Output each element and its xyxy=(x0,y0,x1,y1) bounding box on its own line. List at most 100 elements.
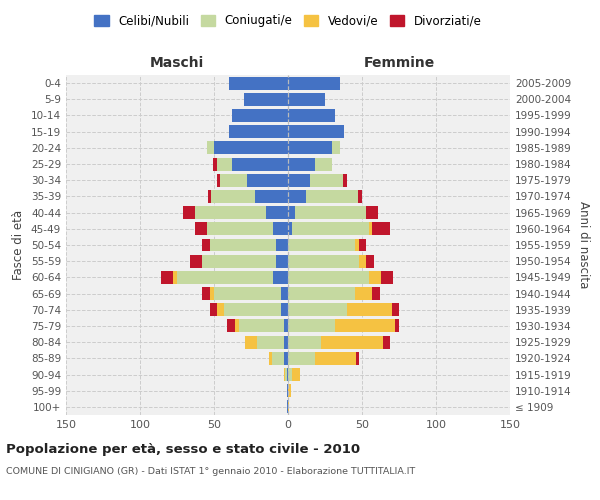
Bar xyxy=(209,304,217,316)
Bar xyxy=(209,287,214,300)
Bar xyxy=(288,125,344,138)
Bar xyxy=(235,320,239,332)
Bar xyxy=(288,206,295,219)
Bar xyxy=(247,174,288,186)
Bar xyxy=(310,174,343,186)
Bar xyxy=(288,222,292,235)
Bar xyxy=(288,109,335,122)
Bar xyxy=(195,222,206,235)
Bar xyxy=(314,352,356,365)
Bar xyxy=(206,222,273,235)
Bar xyxy=(288,336,320,348)
Bar xyxy=(288,238,355,252)
Bar xyxy=(359,254,367,268)
Bar xyxy=(314,158,332,170)
Bar xyxy=(281,287,288,300)
Bar xyxy=(288,174,310,186)
Bar xyxy=(284,352,288,365)
Bar xyxy=(373,222,390,235)
Bar xyxy=(220,174,247,186)
Legend: Celibi/Nubili, Coniugati/e, Vedovi/e, Divorziati/e: Celibi/Nubili, Coniugati/e, Vedovi/e, Di… xyxy=(91,11,485,31)
Bar xyxy=(276,254,288,268)
Bar xyxy=(284,320,288,332)
Bar xyxy=(239,320,284,332)
Bar xyxy=(343,174,347,186)
Bar xyxy=(367,206,378,219)
Bar xyxy=(355,238,359,252)
Bar xyxy=(177,271,273,284)
Text: Femmine: Femmine xyxy=(364,56,434,70)
Bar xyxy=(211,190,256,203)
Bar xyxy=(287,368,288,381)
Bar xyxy=(288,254,359,268)
Bar xyxy=(288,368,292,381)
Bar xyxy=(358,190,362,203)
Bar xyxy=(295,206,367,219)
Bar xyxy=(217,158,232,170)
Bar xyxy=(284,336,288,348)
Bar xyxy=(217,304,224,316)
Bar xyxy=(195,206,266,219)
Bar xyxy=(202,238,209,252)
Bar xyxy=(359,238,367,252)
Bar xyxy=(381,271,393,284)
Bar xyxy=(292,368,300,381)
Text: Popolazione per età, sesso e stato civile - 2010: Popolazione per età, sesso e stato civil… xyxy=(6,442,360,456)
Bar xyxy=(232,158,288,170)
Bar xyxy=(367,254,374,268)
Y-axis label: Anni di nascita: Anni di nascita xyxy=(577,202,590,288)
Bar xyxy=(202,254,276,268)
Bar xyxy=(383,336,390,348)
Bar xyxy=(266,206,288,219)
Bar xyxy=(244,93,288,106)
Bar xyxy=(356,352,359,365)
Bar xyxy=(214,287,281,300)
Bar xyxy=(306,190,358,203)
Bar xyxy=(288,93,325,106)
Bar xyxy=(273,271,288,284)
Bar xyxy=(161,271,173,284)
Bar xyxy=(273,222,288,235)
Bar xyxy=(281,304,288,316)
Bar xyxy=(209,238,276,252)
Bar xyxy=(272,352,284,365)
Bar xyxy=(183,206,195,219)
Bar xyxy=(208,190,211,203)
Bar xyxy=(287,400,288,413)
Bar xyxy=(229,76,288,90)
Bar xyxy=(276,238,288,252)
Bar xyxy=(285,368,287,381)
Bar xyxy=(288,142,332,154)
Bar xyxy=(284,368,285,381)
Bar xyxy=(206,142,214,154)
Bar xyxy=(232,109,288,122)
Bar xyxy=(332,142,340,154)
Y-axis label: Fasce di età: Fasce di età xyxy=(13,210,25,280)
Bar xyxy=(202,287,209,300)
Bar xyxy=(212,158,217,170)
Bar xyxy=(173,271,177,284)
Bar xyxy=(370,271,381,284)
Text: COMUNE DI CINIGIANO (GR) - Dati ISTAT 1° gennaio 2010 - Elaborazione TUTTITALIA.: COMUNE DI CINIGIANO (GR) - Dati ISTAT 1°… xyxy=(6,468,415,476)
Bar xyxy=(227,320,235,332)
Bar xyxy=(288,400,289,413)
Bar xyxy=(347,304,392,316)
Bar xyxy=(370,222,373,235)
Bar xyxy=(288,287,355,300)
Bar xyxy=(292,222,370,235)
Bar xyxy=(288,190,306,203)
Bar xyxy=(256,190,288,203)
Bar xyxy=(245,336,257,348)
Bar xyxy=(320,336,383,348)
Bar xyxy=(288,352,314,365)
Bar xyxy=(269,352,272,365)
Bar xyxy=(392,304,399,316)
Bar xyxy=(355,287,373,300)
Bar xyxy=(288,304,347,316)
Bar xyxy=(373,287,380,300)
Bar xyxy=(217,174,220,186)
Bar xyxy=(229,125,288,138)
Bar xyxy=(288,158,314,170)
Bar xyxy=(287,384,288,397)
Bar xyxy=(190,254,202,268)
